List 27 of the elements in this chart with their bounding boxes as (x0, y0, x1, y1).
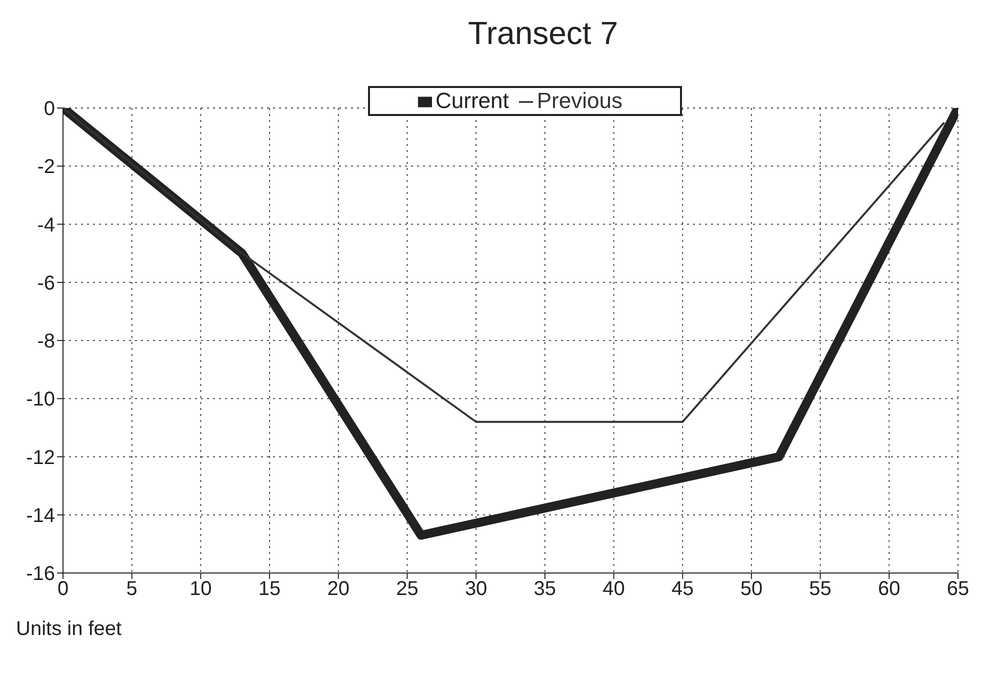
y-tick-label: -2 (37, 156, 55, 178)
x-tick-label: 15 (258, 578, 281, 600)
y-tick-label: -10 (26, 388, 55, 411)
y-tick-label: -14 (26, 504, 55, 527)
y-tick-label: -8 (37, 330, 55, 353)
y-tick-label: -12 (26, 446, 55, 469)
y-tick-label: -6 (37, 272, 55, 294)
x-tick-label: 20 (327, 578, 350, 600)
y-tick-label: 0 (44, 98, 55, 120)
x-tick-label: 0 (57, 578, 69, 600)
x-tick-label: 45 (671, 578, 694, 600)
x-tick-label: 65 (946, 578, 970, 600)
x-tick-label: 10 (190, 578, 212, 600)
x-tick-label: 60 (878, 578, 900, 600)
x-tick-label: 50 (740, 578, 763, 600)
legend-label: Previous (536, 88, 622, 113)
x-tick-label: 25 (396, 578, 418, 600)
x-tick-label: 35 (534, 578, 556, 600)
x-tick-label: 55 (809, 578, 832, 600)
x-tick-label: 5 (126, 578, 138, 600)
chart-title: Transect 7 (467, 14, 619, 53)
x-tick-label: 30 (464, 578, 488, 600)
x-tick-label: 40 (602, 578, 625, 600)
y-tick-label: -16 (26, 563, 55, 586)
y-tick-label: -4 (37, 214, 55, 236)
x-axis-title: Units in feet (16, 618, 123, 641)
legend-label: Current (436, 88, 509, 113)
